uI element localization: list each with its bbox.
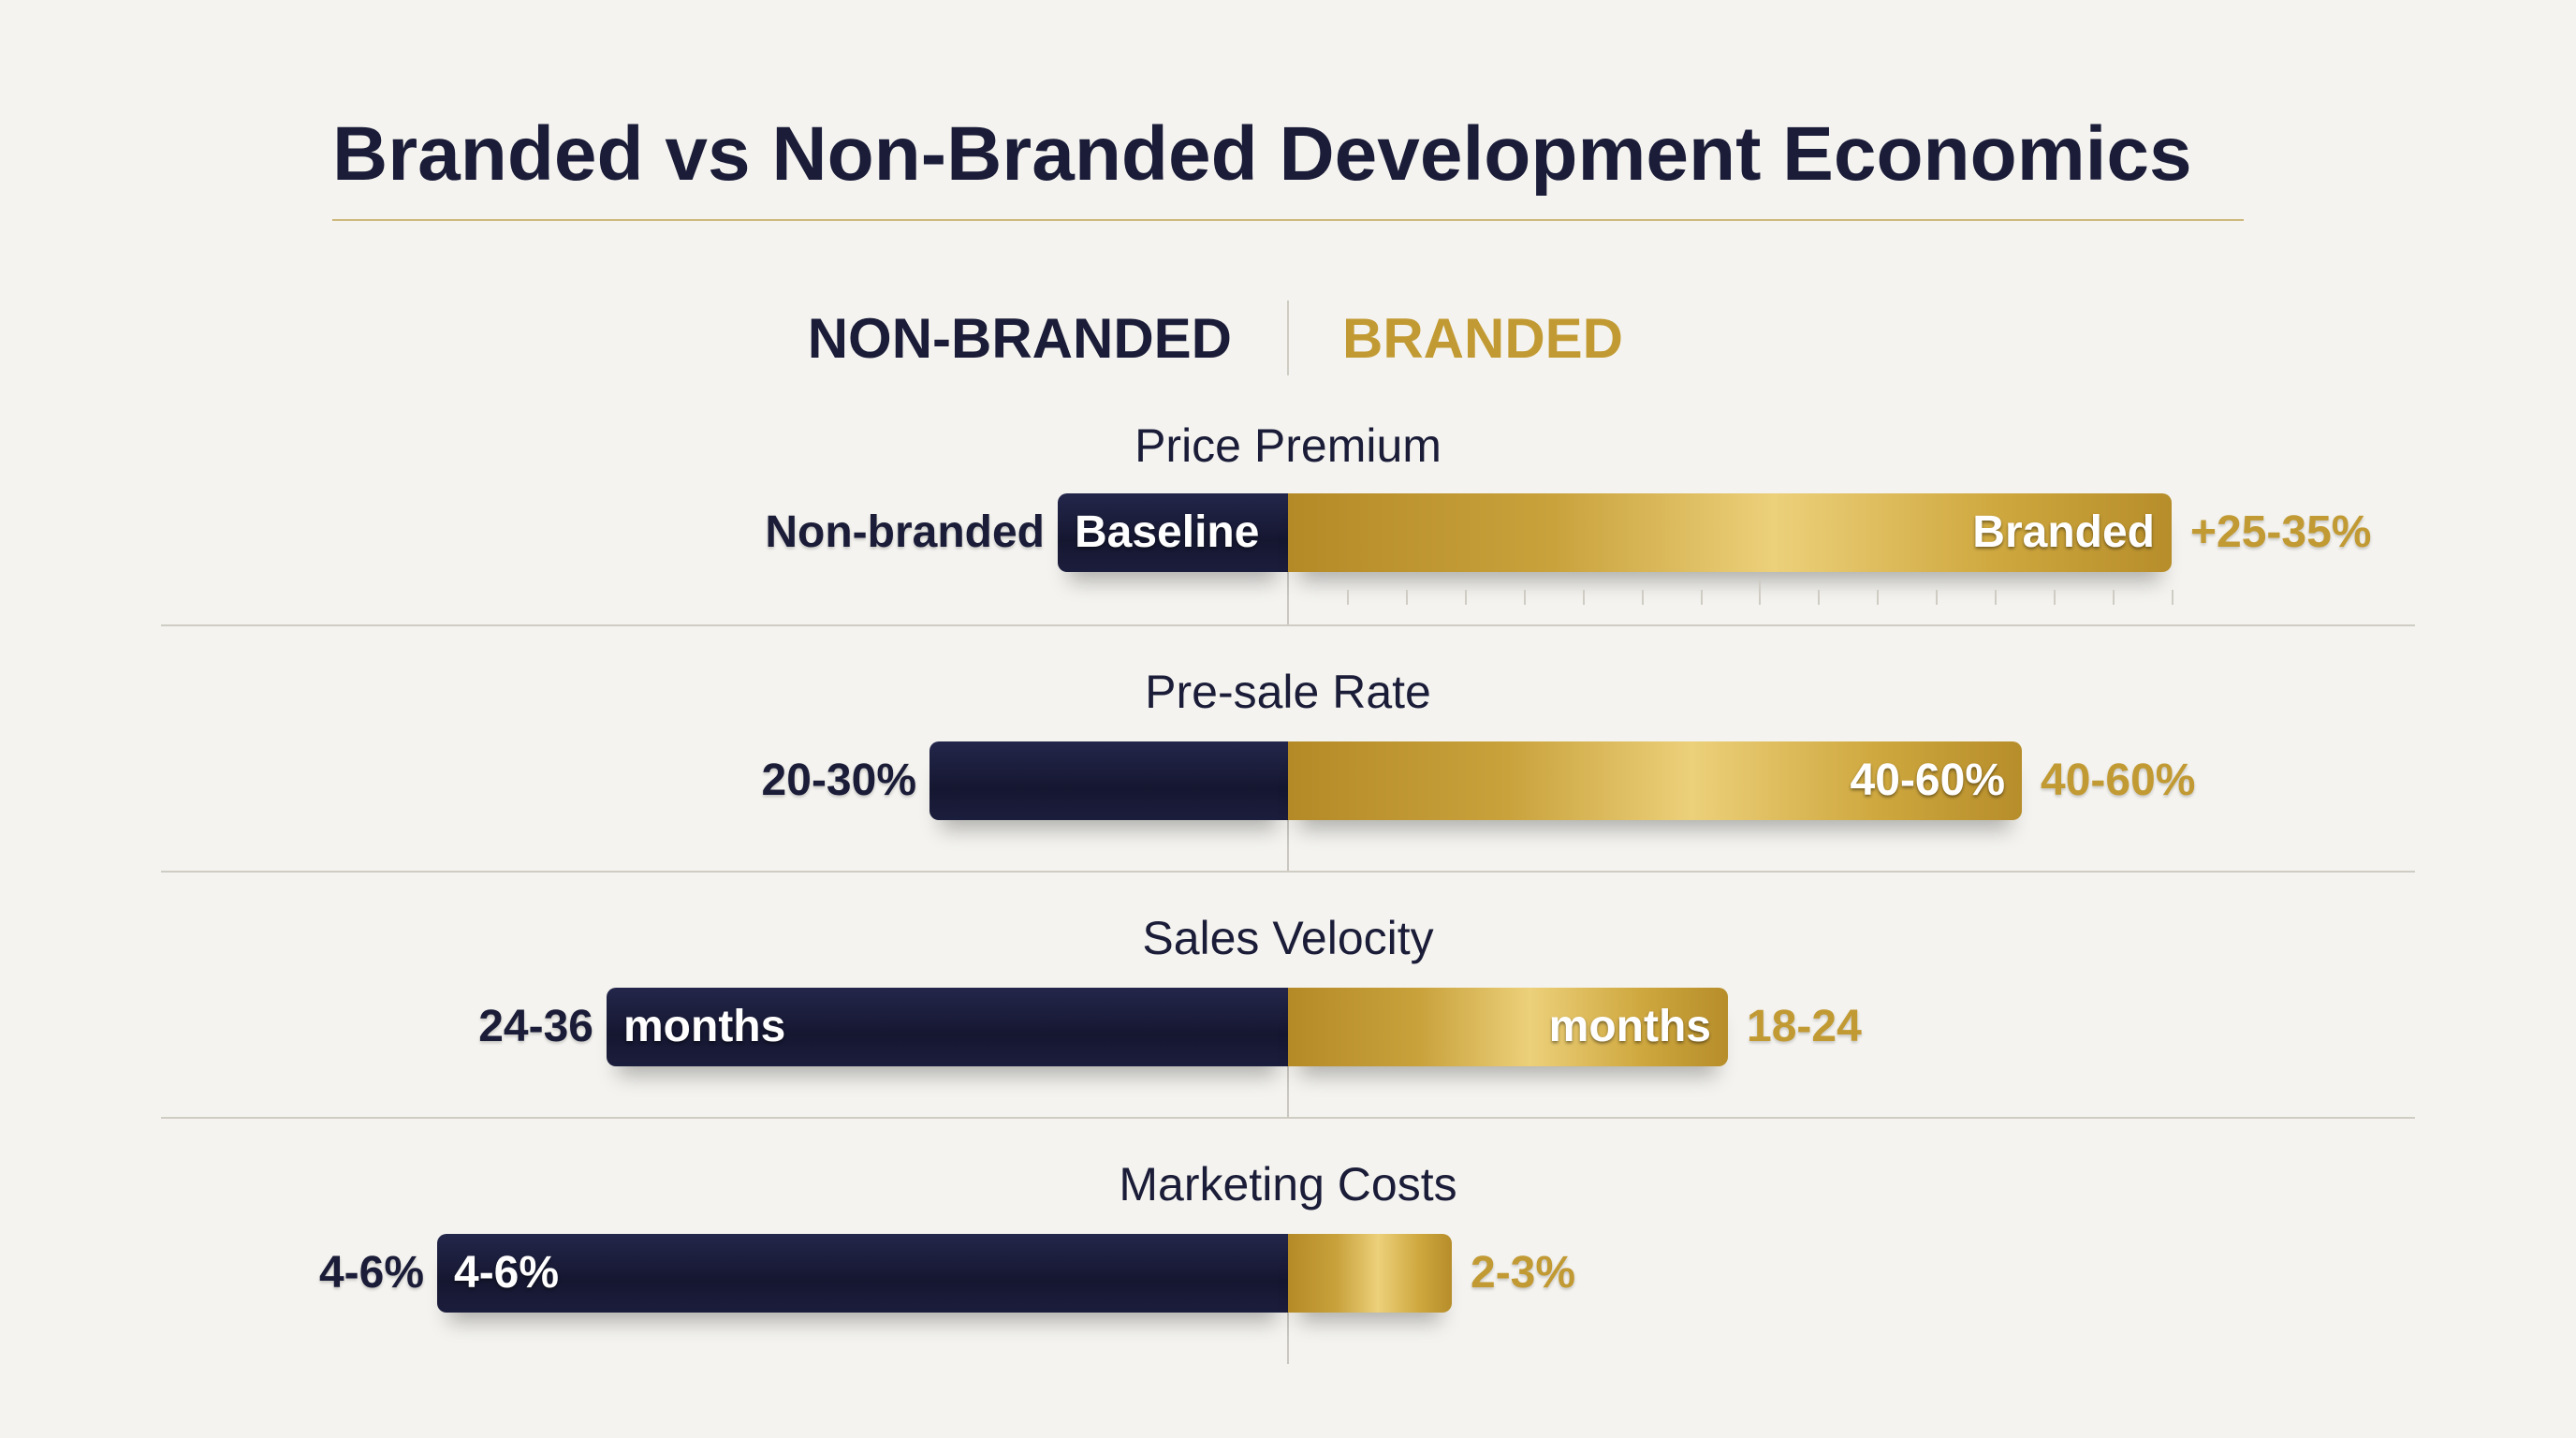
scale-tick: [1582, 590, 1585, 605]
scale-tick: [2113, 590, 2115, 605]
row-separator: [161, 624, 2415, 626]
bar-branded: [1288, 1234, 1452, 1313]
title-underline: [332, 219, 2244, 221]
branded-value-label: 2-3%: [1471, 1248, 1576, 1298]
branded-value-label: 18-24: [1747, 1002, 1862, 1051]
bar-non-branded: [1058, 493, 1288, 572]
scale-tick: [1346, 590, 1349, 605]
non-branded-inner-label: months: [623, 1002, 786, 1051]
legend-divider: [1287, 301, 1289, 375]
bar-non-branded: [929, 741, 1288, 820]
scale-tick: [1995, 590, 1998, 605]
bar-non-branded: [437, 1234, 1288, 1313]
bar-branded: [1288, 988, 1728, 1066]
branded-inner-label: Branded: [1972, 507, 2155, 557]
bar-non-branded: [607, 988, 1288, 1066]
category-label: Price Premium: [1134, 419, 1442, 472]
branded-inner-label: 40-60%: [1850, 756, 2005, 805]
chart-title: Branded vs Non-Branded Development Econo…: [332, 111, 2192, 197]
row-separator: [161, 1117, 2415, 1119]
scale-tick: [2054, 590, 2056, 605]
non-branded-inner-label: 4-6%: [454, 1248, 560, 1298]
non-branded-inner-label: Baseline: [1075, 507, 1260, 557]
scale-tick: [1405, 590, 1408, 605]
scale-tick: [1523, 590, 1526, 605]
row-separator: [161, 871, 2415, 873]
branded-inner-label: months: [1548, 1002, 1711, 1051]
scale-tick: [1877, 590, 1880, 605]
non-branded-value-label: Non-branded: [765, 507, 1045, 557]
bar-branded: [1288, 741, 2022, 820]
branded-value-label: +25-35%: [2190, 507, 2372, 557]
category-label: Marketing Costs: [1119, 1158, 1457, 1211]
category-label: Sales Velocity: [1142, 912, 1434, 964]
category-label: Pre-sale Rate: [1145, 666, 1431, 718]
scale-tick: [1936, 590, 1939, 605]
scale-tick: [2172, 590, 2174, 605]
non-branded-value-label: 20-30%: [761, 756, 916, 805]
scale-tick: [1464, 590, 1467, 605]
branded-value-label: 40-60%: [2041, 756, 2196, 805]
scale-tick: [1641, 590, 1644, 605]
non-branded-value-label: 4-6%: [318, 1248, 424, 1298]
non-branded-value-label: 24-36: [478, 1002, 593, 1051]
scale-tick: [1700, 590, 1703, 605]
scale-tick: [1759, 579, 1762, 605]
legend-non-branded: NON-BRANDED: [807, 307, 1232, 370]
bar-branded: [1288, 493, 2172, 572]
scale-tick: [1818, 590, 1821, 605]
legend-branded: BRANDED: [1342, 307, 1623, 370]
